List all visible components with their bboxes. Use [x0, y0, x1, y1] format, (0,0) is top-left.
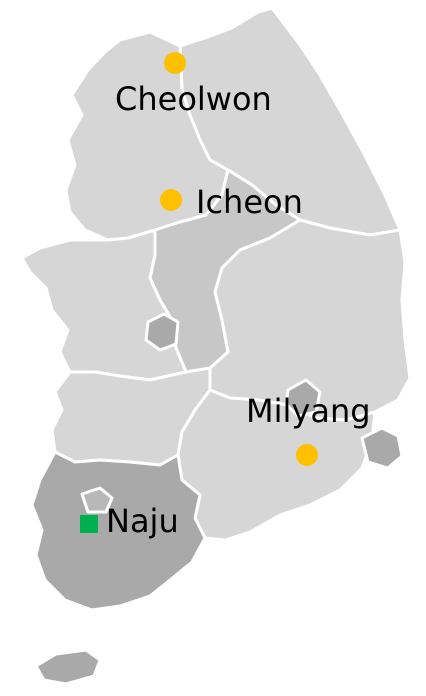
region-jeonnam [30, 450, 207, 612]
naju-marker [80, 515, 98, 533]
milyang-label: Milyang [246, 392, 371, 430]
cheolwon-label: Cheolwon [115, 80, 272, 118]
region-busan [360, 426, 404, 470]
region-daegu [284, 378, 322, 418]
region-jeju [34, 648, 102, 686]
naju-label: Naju [106, 502, 179, 540]
region-gwangju [80, 486, 114, 514]
icheon-marker [160, 189, 182, 211]
icheon-label: Icheon [196, 183, 303, 221]
milyang-marker [296, 444, 318, 466]
cheolwon-marker [164, 52, 186, 74]
region-daejeon [144, 312, 180, 352]
